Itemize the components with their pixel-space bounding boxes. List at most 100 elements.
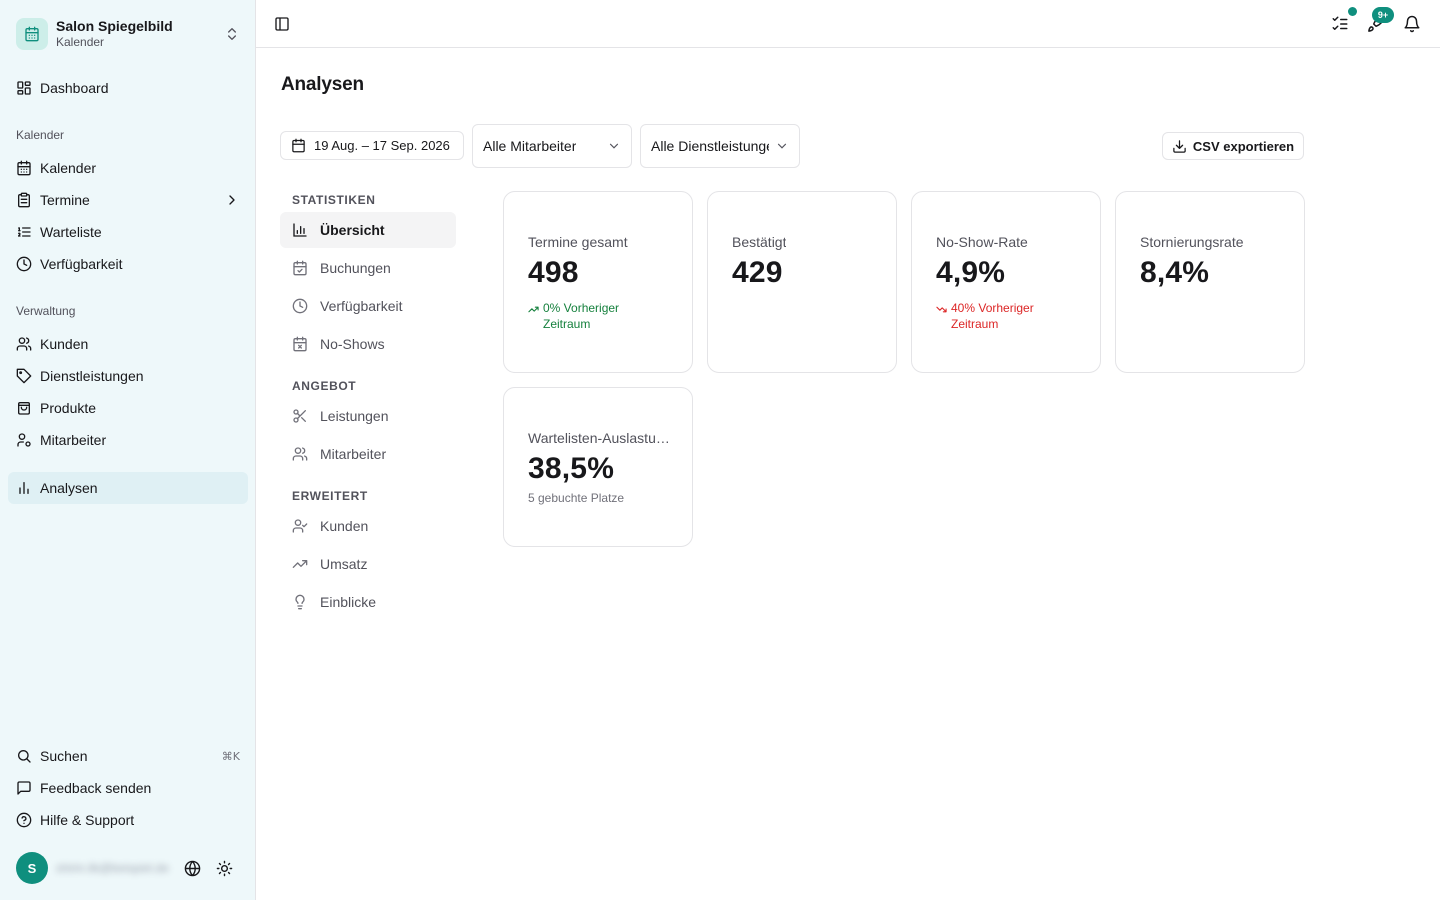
notification-count-badge: 9+ (1372, 7, 1394, 23)
kpi-title: Termine gesamt (528, 234, 628, 250)
bar-chart-icon (16, 480, 32, 496)
subnav-item-kunden[interactable]: Kunden (280, 508, 456, 544)
kpi-title: No-Show-Rate (936, 234, 1028, 250)
list-ordered-icon (16, 224, 32, 240)
subnav-item-label: Übersicht (320, 222, 385, 238)
workspace-switcher[interactable]: Salon Spiegelbild Kalender (8, 12, 248, 56)
subnav-item-buchungen[interactable]: Buchungen (280, 250, 456, 286)
clock-icon (16, 256, 32, 272)
sidebar-toggle-icon[interactable] (268, 10, 296, 38)
tasks-icon[interactable] (1326, 10, 1354, 38)
csv-export-label: CSV exportieren (1192, 138, 1295, 154)
sidebar-item-suchen[interactable]: Suchen ⌘K (8, 740, 248, 772)
keyboard-shortcut: ⌘K (221, 749, 240, 763)
sidebar-item-termine[interactable]: Termine (8, 184, 248, 216)
sidebar-item-label: Warteliste (40, 224, 102, 240)
sidebar-item-label: Analysen (40, 480, 98, 496)
avatar[interactable]: S (16, 852, 48, 884)
subnav-item-no-shows[interactable]: No-Shows (280, 326, 456, 362)
tasks-indicator-dot (1348, 7, 1357, 16)
clipboard-icon (16, 192, 32, 208)
bar-chart-icon (292, 222, 308, 238)
calendar-icon (291, 138, 306, 153)
bell-icon[interactable] (1398, 10, 1426, 38)
subnav-item-label: Leistungen (320, 408, 389, 424)
tag-icon (16, 368, 32, 384)
sidebar-item-kunden[interactable]: Kunden (8, 328, 248, 360)
staff-filter-select[interactable]: Alle Mitarbeiter (472, 124, 632, 168)
subnav-item-einblicke[interactable]: Einblicke (280, 584, 456, 620)
sidebar-item-label: Termine (40, 192, 90, 208)
sidebar-item-produkte[interactable]: Produkte (8, 392, 248, 424)
kpi-trend: 0% Vorheriger Zeitraum (528, 300, 619, 332)
subnav-item-label: Buchungen (320, 260, 391, 276)
sidebar-item-analysen[interactable]: Analysen (8, 472, 248, 504)
kpi-card-termine-gesamt[interactable]: Termine gesamt 498 0% Vorheriger Zeitrau… (503, 191, 693, 373)
subnav-item-label: Mitarbeiter (320, 446, 387, 462)
kpi-title: Stornierungsrate (1140, 234, 1244, 250)
sidebar-item-label: Kalender (40, 160, 97, 176)
dashboard-icon (16, 80, 32, 96)
date-range-picker[interactable]: 19 Aug. – 17 Sep. 2026 (280, 131, 464, 160)
subnav-item-label: Umsatz (320, 556, 368, 572)
csv-export-button[interactable]: CSV exportieren (1162, 132, 1304, 160)
trending-down-icon (936, 304, 947, 332)
subnav-item-leistungen[interactable]: Leistungen (280, 398, 456, 434)
kpi-card-no-show-rate[interactable]: No-Show-Rate 4,9% 40% Vorheriger Zeitrau… (911, 191, 1101, 373)
sidebar-item-warteliste[interactable]: Warteliste (8, 216, 248, 248)
help-circle-icon (16, 812, 32, 828)
kpi-card-stornierungsrate[interactable]: Stornierungsrate 8,4% (1115, 191, 1305, 373)
clock-icon (292, 298, 308, 314)
sidebar-item-label: Verfügbarkeit (40, 256, 123, 272)
subnav-item-mitarbeiter[interactable]: Mitarbeiter (280, 436, 456, 472)
subnav-item-umsatz[interactable]: Umsatz (280, 546, 456, 582)
kpi-trend-text: 40% Vorheriger (951, 301, 1034, 315)
kpi-trend-text: Zeitraum (951, 317, 999, 331)
kpi-value: 38,5% (528, 452, 615, 485)
calendar-check-icon (292, 260, 308, 276)
calendar-icon (16, 18, 48, 50)
kpi-value: 8,4% (1140, 256, 1210, 289)
sidebar-item-label: Produkte (40, 400, 97, 416)
kpi-title: Wartelisten-Auslastung (528, 430, 670, 446)
sidebar-item-label: Dashboard (40, 80, 109, 96)
service-filter-select[interactable]: Alle Dienstleistungen (640, 124, 800, 168)
section-label-statistiken: STATISTIKEN (292, 193, 376, 207)
kpi-card-wartelisten-auslastung[interactable]: Wartelisten-Auslastung 38,5% 5 gebuchte … (503, 387, 693, 547)
sidebar-group-label-kalender: Kalender (16, 128, 65, 142)
workspace-subtitle: Kalender (56, 35, 105, 50)
sidebar-item-hilfe[interactable]: Hilfe & Support (8, 804, 248, 836)
kpi-value: 429 (732, 256, 783, 289)
search-icon (16, 748, 32, 764)
globe-icon[interactable] (180, 856, 204, 880)
scissors-icon (292, 408, 308, 424)
message-square-icon (16, 780, 32, 796)
sidebar-item-feedback[interactable]: Feedback senden (8, 772, 248, 804)
kpi-trend-text: Zeitraum (543, 317, 591, 331)
user-email[interactable]: shirin.ilk@beispiel.de (56, 861, 169, 875)
sidebar: Salon Spiegelbild Kalender Dashboard Kal… (0, 0, 256, 900)
kpi-value: 4,9% (936, 256, 1006, 289)
sidebar-item-verfuegbarkeit[interactable]: Verfügbarkeit (8, 248, 248, 280)
sidebar-item-label: Mitarbeiter (40, 432, 107, 448)
trending-up-icon (528, 304, 539, 332)
subnav-item-uebersicht[interactable]: Übersicht (280, 212, 456, 248)
top-bar: 9+ (256, 0, 1440, 48)
sidebar-item-label: Dienstleistungen (40, 368, 144, 384)
kpi-card-bestaetigt[interactable]: Bestätigt 429 (707, 191, 897, 373)
sun-icon[interactable] (212, 856, 236, 880)
page-title: Analysen (281, 74, 364, 95)
sidebar-item-dashboard[interactable]: Dashboard (8, 72, 248, 104)
section-label-angebot: ANGEBOT (292, 379, 357, 393)
sidebar-item-kalender[interactable]: Kalender (8, 152, 248, 184)
subnav-item-label: Einblicke (320, 594, 377, 610)
chevron-down-icon (769, 139, 789, 153)
user-cog-icon (16, 432, 32, 448)
sidebar-item-dienstleistungen[interactable]: Dienstleistungen (8, 360, 248, 392)
date-range-value: 19 Aug. – 17 Sep. 2026 (314, 138, 450, 153)
chevron-right-icon (224, 192, 240, 208)
sidebar-item-mitarbeiter[interactable]: Mitarbeiter (8, 424, 248, 456)
subnav-item-label: Verfügbarkeit (320, 298, 403, 314)
staff-filter-value: Alle Mitarbeiter (483, 138, 577, 154)
subnav-item-verfuegbarkeit[interactable]: Verfügbarkeit (280, 288, 456, 324)
